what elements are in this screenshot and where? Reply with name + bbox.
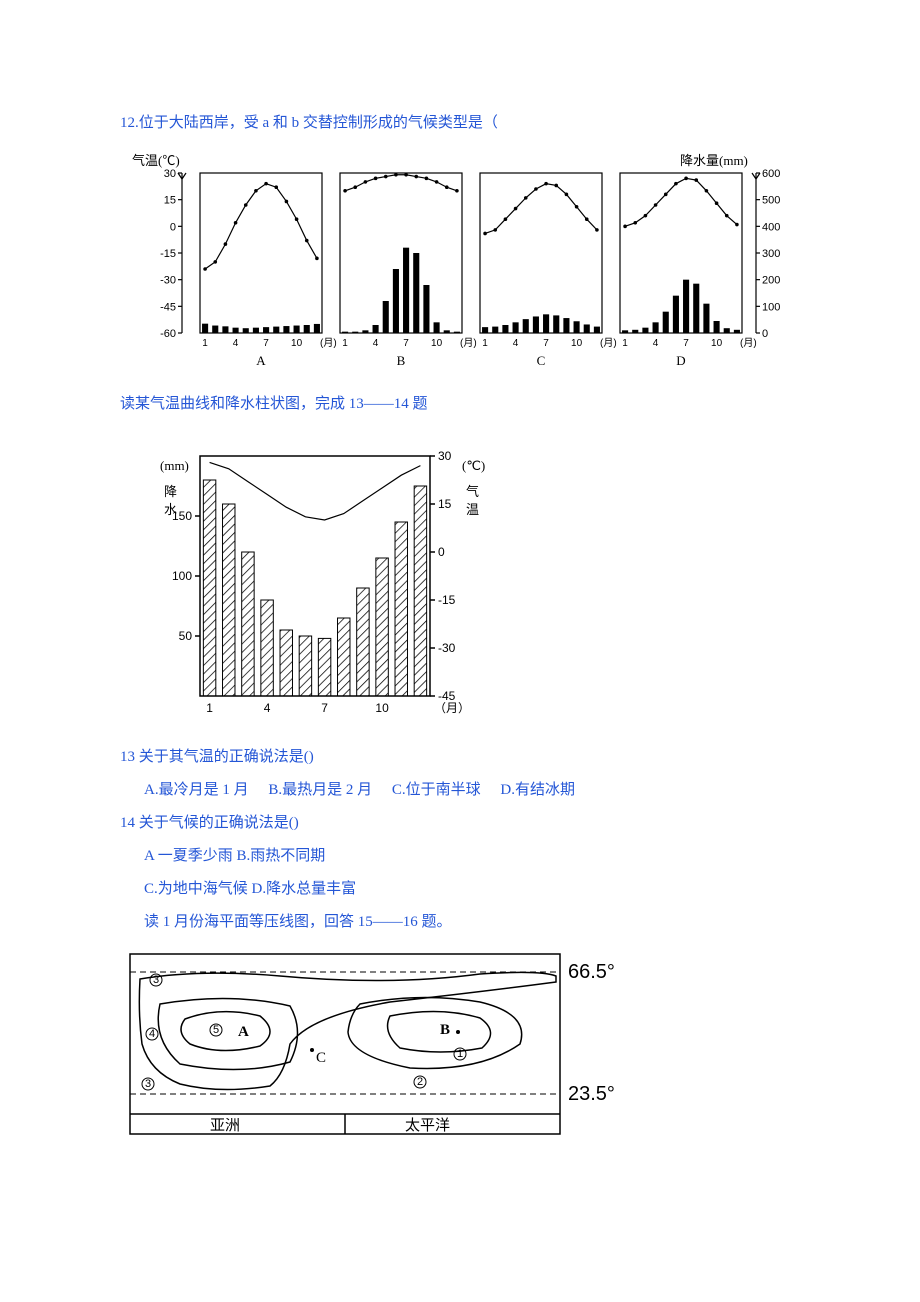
svg-text:7: 7 — [543, 338, 549, 349]
svg-text:2: 2 — [417, 1076, 423, 1088]
svg-text:30: 30 — [438, 449, 452, 463]
note1: 读某气温曲线和降水柱状图，完成 13——14 题 — [120, 391, 800, 418]
svg-text:10: 10 — [375, 701, 389, 715]
svg-text:-45: -45 — [160, 301, 176, 313]
svg-text:亚洲: 亚洲 — [210, 1118, 240, 1134]
svg-text:7: 7 — [403, 338, 409, 349]
svg-text:3: 3 — [145, 1078, 151, 1090]
svg-text:(℃): (℃) — [462, 458, 485, 473]
svg-text:7: 7 — [683, 338, 689, 349]
svg-text:23.5°: 23.5° — [568, 1083, 615, 1105]
svg-text:(mm): (mm) — [160, 458, 189, 473]
svg-text:1: 1 — [342, 338, 348, 349]
svg-text:-60: -60 — [160, 328, 176, 340]
svg-text:10: 10 — [711, 338, 723, 349]
climate-chart-single: (mm)降水(℃)气温1501005030150-15-30-4514710（月… — [120, 426, 800, 736]
q13-options: A.最冷月是 1 月 B.最热月是 2 月 C.位于南半球 D.有结冰期 — [144, 777, 800, 804]
svg-text:10: 10 — [291, 338, 303, 349]
q14-options-b: C.为地中海气候 D.降水总量丰富 — [144, 876, 800, 903]
svg-text:(月): (月) — [740, 337, 757, 349]
svg-text:(月): (月) — [460, 337, 477, 349]
q14-options-a: A 一夏季少雨 B.雨热不同期 — [144, 843, 800, 870]
svg-text:4: 4 — [233, 338, 239, 349]
q13-text: 13 关于其气温的正确说法是() — [120, 744, 800, 771]
svg-text:温: 温 — [466, 502, 479, 517]
svg-text:15: 15 — [164, 195, 176, 207]
svg-text:B: B — [440, 1022, 450, 1038]
svg-text:0: 0 — [170, 221, 176, 233]
svg-text:气温(℃): 气温(℃) — [132, 153, 180, 168]
climate-chart-four-panel: 气温(℃) 降水量(mm) 30 15 0 -15 -30 -45 -60 600 500 400 30… — [120, 143, 800, 383]
svg-text:4: 4 — [653, 338, 659, 349]
svg-text:300: 300 — [762, 248, 780, 260]
svg-text:B: B — [397, 353, 406, 368]
svg-text:气: 气 — [466, 484, 479, 499]
isobar-map: 66.5° 23.5° 亚洲 太平洋 A B C 3 4 5 3 1 2 — [120, 944, 800, 1144]
svg-text:降: 降 — [164, 484, 177, 499]
svg-text:1: 1 — [202, 338, 208, 349]
svg-text:50: 50 — [179, 629, 193, 643]
q13-opt-c: C.位于南半球 — [392, 782, 481, 798]
svg-text:600: 600 — [762, 168, 780, 180]
svg-text:0: 0 — [762, 328, 768, 340]
svg-text:7: 7 — [263, 338, 269, 349]
svg-text:100: 100 — [172, 569, 192, 583]
svg-text:4: 4 — [264, 701, 271, 715]
svg-text:3: 3 — [153, 974, 159, 986]
svg-text:7: 7 — [321, 701, 328, 715]
svg-text:1: 1 — [622, 338, 628, 349]
svg-text:-15: -15 — [160, 248, 176, 260]
q13-opt-b: B.最热月是 2 月 — [268, 782, 372, 798]
svg-text:150: 150 — [172, 509, 192, 523]
svg-text:5: 5 — [213, 1024, 219, 1036]
svg-text:D: D — [676, 353, 685, 368]
svg-text:1: 1 — [206, 701, 213, 715]
svg-text:-30: -30 — [160, 275, 176, 287]
svg-text:降水量(mm): 降水量(mm) — [680, 153, 748, 168]
svg-text:4: 4 — [149, 1028, 155, 1040]
map-svg: 66.5° 23.5° 亚洲 太平洋 A B C 3 4 5 3 1 2 — [120, 944, 670, 1144]
svg-text:1: 1 — [482, 338, 488, 349]
svg-text:-30: -30 — [438, 641, 456, 655]
svg-text:10: 10 — [431, 338, 443, 349]
q12-text: 12.位于大陆西岸，受 a 和 b 交替控制形成的气候类型是（ — [120, 110, 800, 137]
svg-text:C: C — [316, 1050, 326, 1066]
svg-text:10: 10 — [571, 338, 583, 349]
svg-text:1: 1 — [457, 1048, 463, 1060]
svg-text:500: 500 — [762, 195, 780, 207]
svg-text:（月）: （月） — [434, 701, 470, 715]
svg-text:4: 4 — [373, 338, 379, 349]
svg-text:A: A — [238, 1024, 249, 1040]
svg-text:400: 400 — [762, 221, 780, 233]
chart2-svg: (mm)降水(℃)气温1501005030150-15-30-4514710（月… — [120, 426, 500, 736]
svg-text:(月): (月) — [600, 337, 617, 349]
svg-text:100: 100 — [762, 301, 780, 313]
svg-text:200: 200 — [762, 275, 780, 287]
q13-opt-a: A.最冷月是 1 月 — [144, 782, 249, 798]
q14-text: 14 关于气候的正确说法是() — [120, 810, 800, 837]
note2: 读 1 月份海平面等压线图，回答 15——16 题。 — [144, 909, 800, 936]
svg-text:0: 0 — [438, 545, 445, 559]
svg-text:C: C — [537, 353, 546, 368]
chart1-svg: 气温(℃) 降水量(mm) 30 15 0 -15 -30 -45 -60 600 500 400 30… — [120, 143, 780, 383]
svg-text:15: 15 — [438, 497, 452, 511]
svg-text:A: A — [256, 353, 266, 368]
svg-text:太平洋: 太平洋 — [405, 1117, 450, 1134]
svg-text:(月): (月) — [320, 337, 337, 349]
svg-text:66.5°: 66.5° — [568, 961, 615, 983]
svg-text:30: 30 — [164, 168, 176, 180]
q13-opt-d: D.有结冰期 — [500, 782, 575, 798]
svg-text:4: 4 — [513, 338, 519, 349]
svg-text:-15: -15 — [438, 593, 456, 607]
